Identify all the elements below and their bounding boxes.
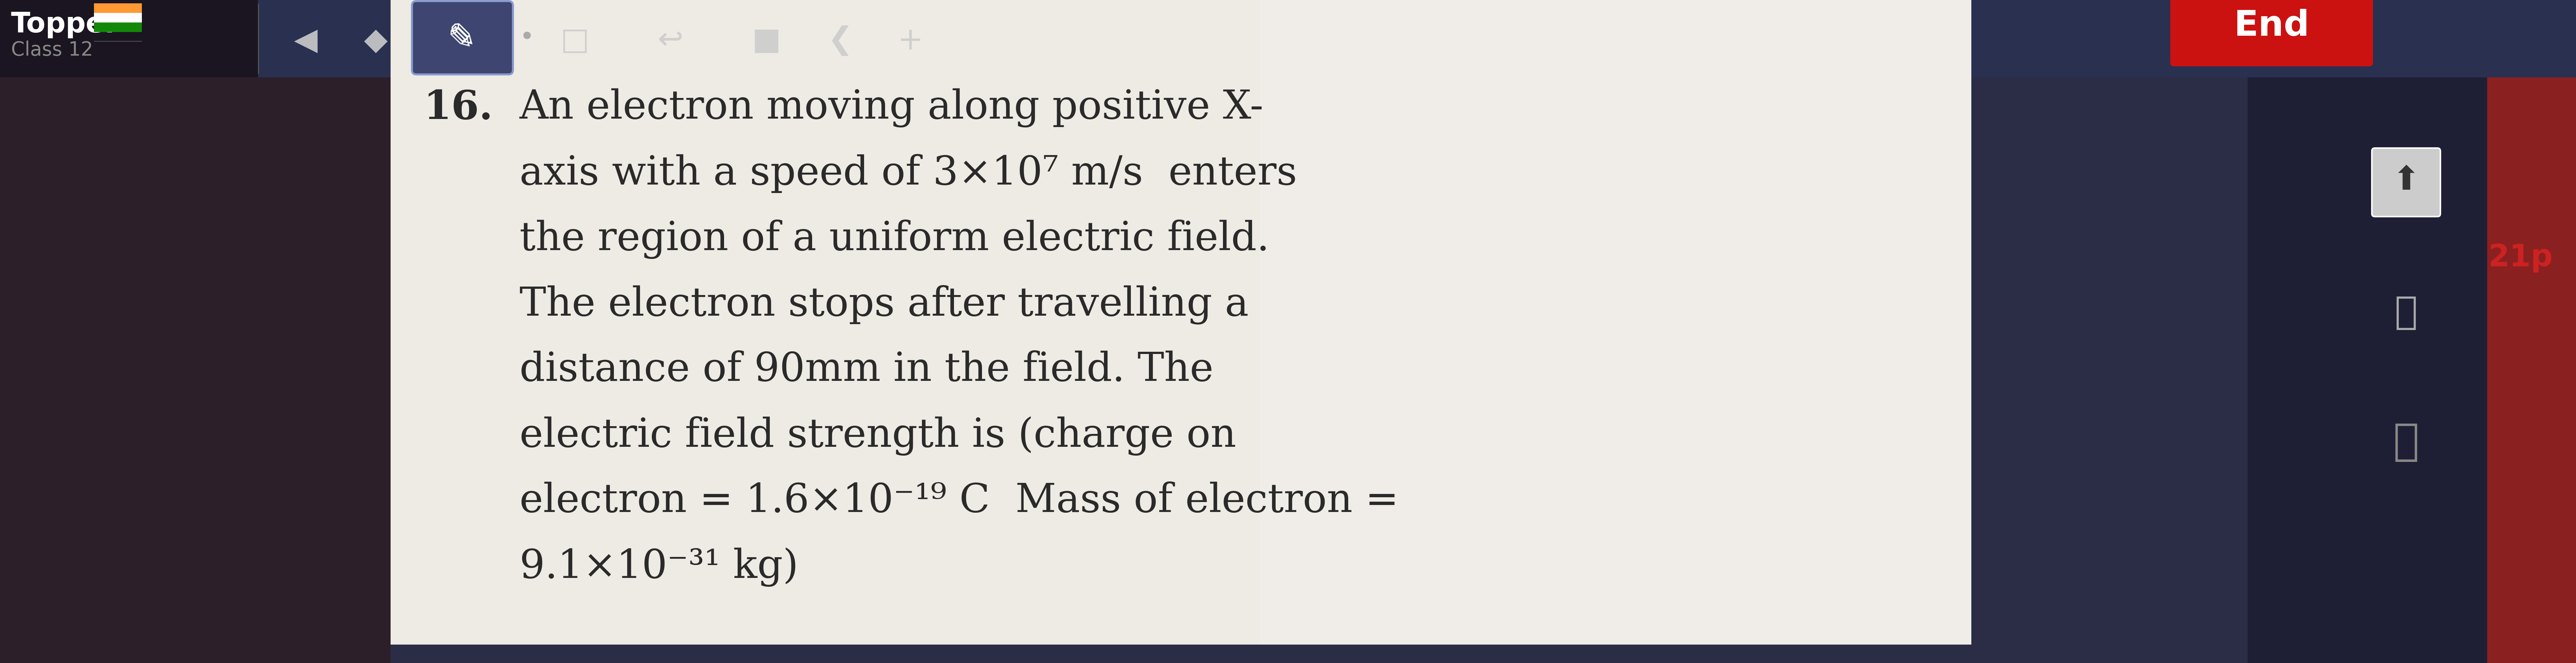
Text: 21p: 21p <box>2488 243 2553 272</box>
Bar <box>2249 0 2576 663</box>
Bar <box>392 0 2249 663</box>
Text: ◆: ◆ <box>363 26 386 56</box>
Text: ✎: ✎ <box>448 26 474 56</box>
Text: ■: ■ <box>752 26 781 56</box>
Text: +: + <box>896 26 922 56</box>
Text: electron = 1.6×10⁻¹⁹ C  Mass of electron =: electron = 1.6×10⁻¹⁹ C Mass of electron … <box>520 482 1399 520</box>
FancyBboxPatch shape <box>412 1 513 74</box>
Text: 🔔: 🔔 <box>2396 294 2419 332</box>
Text: Class 12: Class 12 <box>10 40 93 60</box>
Bar <box>93 13 142 23</box>
Text: Topper: Topper <box>10 11 118 38</box>
Text: distance of 90mm in the field. The: distance of 90mm in the field. The <box>520 351 1213 389</box>
Text: axis with a speed of 3×10⁷ m/s  enters: axis with a speed of 3×10⁷ m/s enters <box>520 154 1298 193</box>
Text: ⃠: ⃠ <box>2393 421 2419 463</box>
Text: electric field strength is (charge on: electric field strength is (charge on <box>520 416 1236 455</box>
Text: End: End <box>2233 9 2311 43</box>
Text: The electron stops after travelling a: The electron stops after travelling a <box>520 285 1249 324</box>
Text: •: • <box>520 26 536 50</box>
FancyBboxPatch shape <box>2372 148 2439 217</box>
Bar <box>0 0 392 663</box>
Bar <box>93 3 142 13</box>
Text: the region of a uniform electric field.: the region of a uniform electric field. <box>520 219 1270 259</box>
FancyBboxPatch shape <box>2172 0 2372 66</box>
Text: ↩: ↩ <box>657 26 683 56</box>
Bar <box>93 41 142 42</box>
Text: ⬆: ⬆ <box>2393 164 2419 197</box>
Bar <box>1260 0 1971 644</box>
Bar <box>0 0 258 78</box>
Text: ✎: ✎ <box>448 22 477 54</box>
Bar <box>392 0 1971 644</box>
Text: 9.1×10⁻³¹ kg): 9.1×10⁻³¹ kg) <box>520 548 799 587</box>
Text: ❮: ❮ <box>827 25 853 56</box>
Bar <box>2488 0 2576 663</box>
Text: An electron moving along positive X-: An electron moving along positive X- <box>520 88 1265 127</box>
Text: ◀: ◀ <box>294 26 317 56</box>
Text: 16.: 16. <box>422 88 492 127</box>
Bar <box>0 0 2576 78</box>
Text: □: □ <box>562 26 590 56</box>
Bar <box>93 23 142 32</box>
